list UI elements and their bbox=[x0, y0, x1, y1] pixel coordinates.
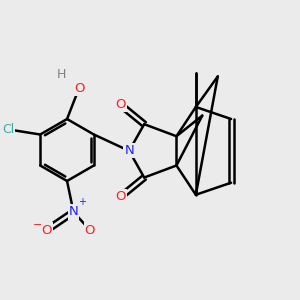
Text: O: O bbox=[115, 190, 126, 203]
Text: −: − bbox=[33, 220, 42, 230]
Text: N: N bbox=[124, 144, 134, 158]
Text: N: N bbox=[69, 206, 78, 218]
Text: +: + bbox=[78, 197, 86, 208]
Text: O: O bbox=[42, 224, 52, 236]
Text: O: O bbox=[115, 98, 126, 111]
Text: O: O bbox=[85, 224, 95, 236]
Text: O: O bbox=[74, 82, 84, 94]
Text: Cl: Cl bbox=[2, 123, 14, 136]
Text: H: H bbox=[56, 68, 66, 81]
